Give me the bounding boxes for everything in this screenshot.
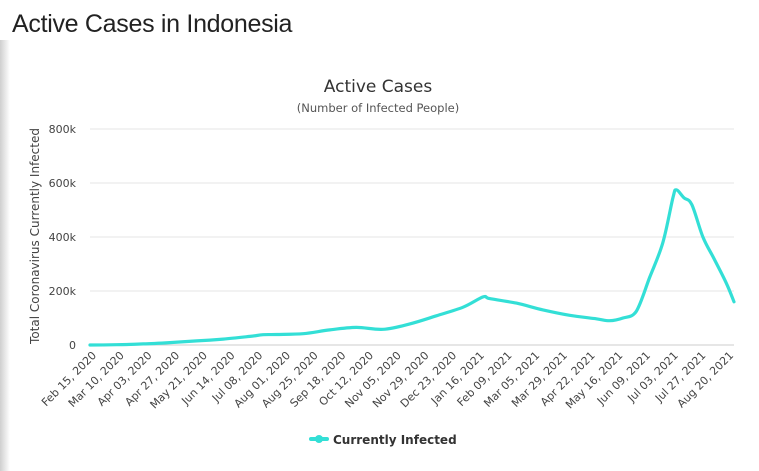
y-tick-layer: 0 200k 400k 600k 800k — [49, 123, 77, 352]
y-tick-label: 800k — [49, 123, 77, 136]
chart-subtitle: (Number of Infected People) — [297, 101, 459, 115]
y-tick-label: 600k — [49, 177, 77, 190]
y-tick-label: 0 — [69, 339, 76, 352]
chart-title: Active Cases — [324, 77, 433, 97]
series-layer — [88, 188, 736, 347]
y-tick-label: 400k — [49, 231, 77, 244]
y-axis-label: Total Coronavirus Currently Infected — [28, 128, 42, 345]
series-line-currently-infected[interactable] — [88, 188, 736, 347]
left-edge-shadow — [0, 40, 10, 471]
legend[interactable]: Currently Infected — [309, 433, 457, 447]
grid-layer — [90, 128, 734, 346]
y-tick-label: 200k — [49, 285, 77, 298]
legend-label: Currently Infected — [333, 433, 457, 447]
legend-marker — [315, 435, 323, 443]
page-title: Active Cases in Indonesia — [12, 10, 293, 38]
